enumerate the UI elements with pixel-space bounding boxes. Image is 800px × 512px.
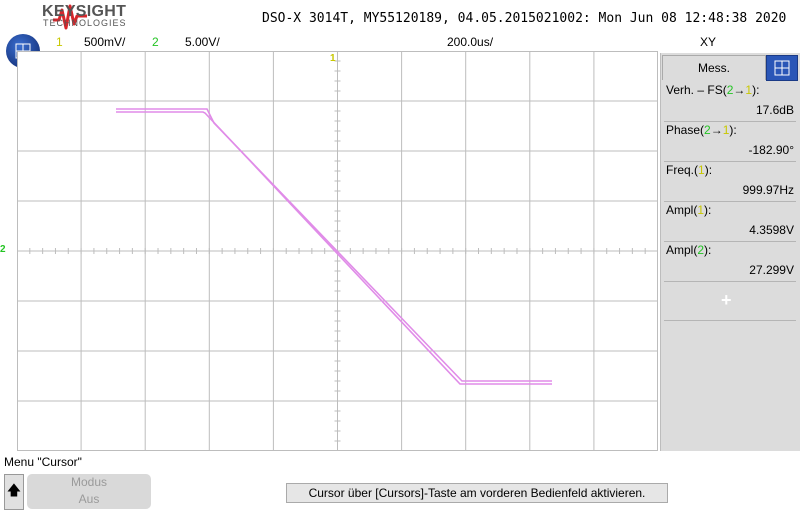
tab-grid-icon[interactable] <box>766 55 798 81</box>
measurement-label[interactable]: Ampl(1): <box>666 203 711 217</box>
measurement-label-part: 1 <box>697 203 705 217</box>
xy-trace <box>116 108 552 382</box>
measurement-separator <box>664 320 796 321</box>
brand-subtitle: TECHNOLOGIES <box>43 18 127 28</box>
timebase[interactable]: 200.0us/ <box>447 35 494 49</box>
measurement-separator <box>664 121 796 122</box>
measurement-label-part: Ampl( <box>666 243 698 257</box>
xy-trace <box>116 111 552 385</box>
brand-name: KEYSIGHT <box>42 3 127 20</box>
measurement-label-part: 1 <box>698 163 705 177</box>
measurement-separator <box>664 241 796 242</box>
measurement-value: 27.299V <box>749 263 794 277</box>
measurement-label-part: Freq.( <box>666 163 699 177</box>
top-bar: KEYSIGHT TECHNOLOGIES DSO-X 3014T, MY551… <box>0 0 800 36</box>
measurement-value: 999.97Hz <box>742 183 794 197</box>
measurement-panel <box>660 53 800 451</box>
ch1-scale[interactable]: 500mV/ <box>84 35 126 49</box>
measurement-separator <box>664 281 796 282</box>
measurement-label[interactable]: Ampl(2): <box>666 243 711 257</box>
measurement-label-part: ): <box>729 123 737 137</box>
measurement-label-part: ): <box>704 163 713 177</box>
measurement-label-part: → <box>710 123 723 137</box>
softkey-mode-label: Modus <box>70 475 108 489</box>
ch2-label[interactable]: 2 <box>152 35 159 49</box>
measurement-label-part: ): <box>704 243 712 257</box>
grid-icon <box>774 60 790 76</box>
measurement-label[interactable]: Phase(2→1): <box>666 123 737 137</box>
keysight-logo-icon <box>53 4 87 30</box>
measurement-label-part: Phase( <box>666 123 705 137</box>
ch2-scale[interactable]: 5.00V/ <box>185 35 220 49</box>
measurement-label-part: 1 <box>745 83 753 97</box>
menu-up-button[interactable]: 🡅 <box>4 474 24 510</box>
waveform-display[interactable] <box>17 51 658 451</box>
waveform-svg <box>17 51 658 451</box>
up-arrow-icon: 🡅 <box>6 482 22 498</box>
ch2-position-marker[interactable]: 2 <box>0 244 6 255</box>
ch1-label[interactable]: 1 <box>56 35 63 49</box>
measurement-label-part: 2 <box>726 83 734 97</box>
measurement-label-part: Verh. – FS( <box>666 83 727 97</box>
ch1-position-marker[interactable]: 1 <box>330 53 336 64</box>
measurement-label-part: Ampl( <box>666 203 698 217</box>
measurement-label-part: 1 <box>722 123 730 137</box>
measurement-value: 4.3598V <box>749 223 794 237</box>
measurement-label-part: ): <box>752 83 760 97</box>
measurement-value: -182.90° <box>748 143 795 157</box>
measurement-label[interactable]: Verh. – FS(2→1): <box>666 83 759 97</box>
menu-title: Menu "Cursor" <box>4 455 82 469</box>
display-mode[interactable]: XY <box>700 35 717 49</box>
measurement-label-part: 2 <box>704 123 711 137</box>
softkey-mode[interactable]: Modus Aus <box>27 474 151 509</box>
softkey-mode-value: Aus <box>78 492 100 506</box>
measurement-label-part: 2 <box>697 243 705 257</box>
measurement-label[interactable]: Freq.(1): <box>666 163 712 177</box>
measurement-label-part: → <box>733 83 746 97</box>
add-measurement-button[interactable]: + <box>721 290 732 310</box>
measurement-label-part: ): <box>704 203 712 217</box>
measurement-separator <box>664 201 796 202</box>
device-info: DSO-X 3014T, MY55120189, 04.05.201502100… <box>262 11 787 26</box>
status-message: Cursor über [Cursors]-Taste am vorderen … <box>286 483 668 503</box>
tab-measurements[interactable]: Mess. <box>662 55 766 80</box>
measurement-separator <box>664 161 796 162</box>
measurement-value: 17.6dB <box>755 103 794 117</box>
